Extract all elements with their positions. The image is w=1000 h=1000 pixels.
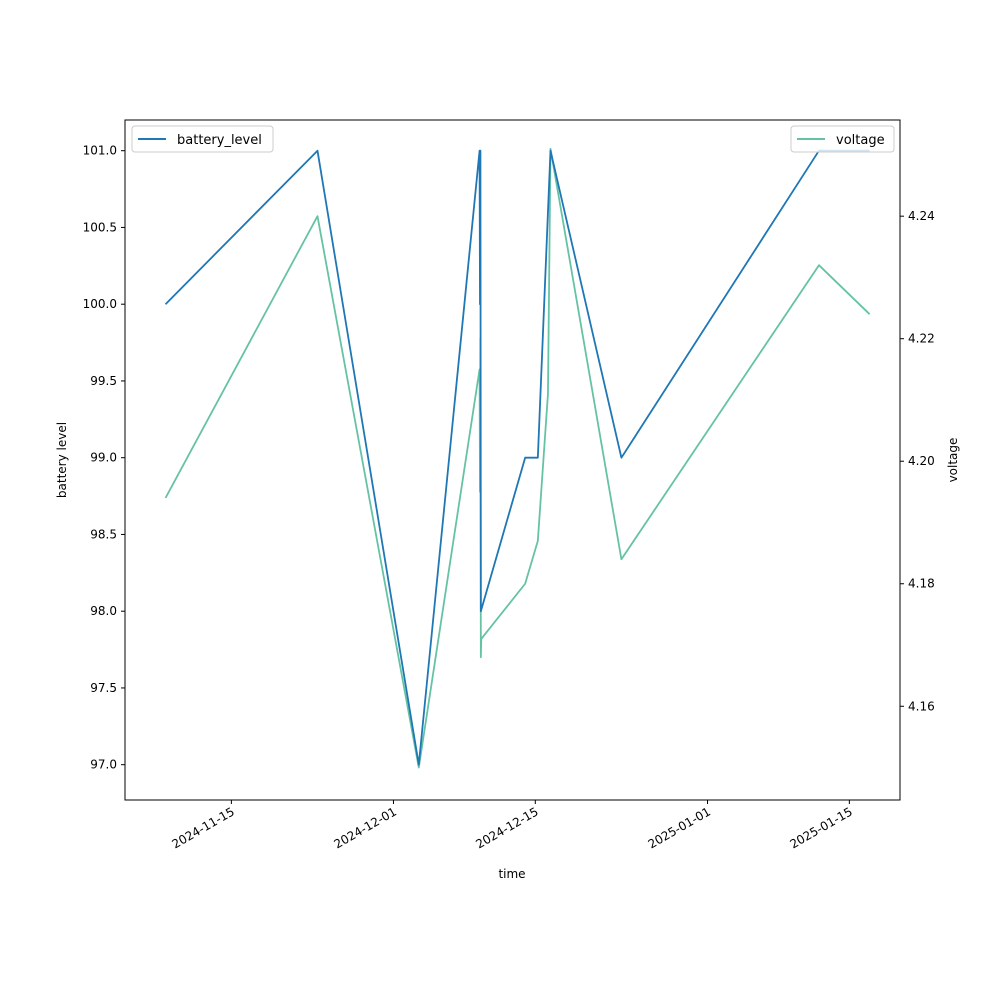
y-left-tick-label: 100.0 [83,297,117,311]
y-left-tick-label: 100.5 [83,220,117,234]
x-tick-label: 2024-12-01 [332,804,399,851]
plot-frame [124,119,901,801]
x-tick-label: 2024-11-15 [169,804,236,851]
series-line-battery-level [164,149,870,766]
y-right-tick-label: 4.24 [908,209,935,223]
y-axis-right-title: voltage [946,438,960,483]
y-right-tick-label: 4.20 [908,454,935,468]
y-left-tick-label: 101.0 [83,144,117,158]
y-right-tick-label: 4.16 [908,699,935,713]
y-left-tick-label: 98.5 [90,527,117,541]
y-left-tick-label: 99.0 [90,451,117,465]
y-left-tick-label: 99.5 [90,374,117,388]
ticks-layer: 2024-11-15 2024-12-01 2024-12-15 2025-01-01… [83,144,935,852]
legend-voltage: voltage [790,125,895,153]
legend-battery-level: battery_level [131,125,274,153]
legend-label-battery-level: battery_level [177,133,262,148]
y-axis-left-title: battery level [55,422,69,498]
x-axis-title: time [498,867,525,881]
y-right-tick-label: 4.22 [908,332,935,346]
x-tick-label: 2025-01-15 [787,804,854,851]
legend-box [790,125,895,153]
y-left-tick-label: 97.0 [90,758,117,772]
y-left-tick-label: 98.0 [90,604,117,618]
legend-label-voltage: voltage [836,133,885,148]
y-right-tick-label: 4.18 [908,577,935,591]
series-layer [164,147,871,769]
x-tick-label: 2025-01-01 [646,804,713,851]
x-tick-label: 2024-12-15 [473,804,540,851]
y-left-tick-label: 97.5 [90,681,117,695]
legend-box [131,125,274,153]
series-line-voltage [164,147,871,769]
